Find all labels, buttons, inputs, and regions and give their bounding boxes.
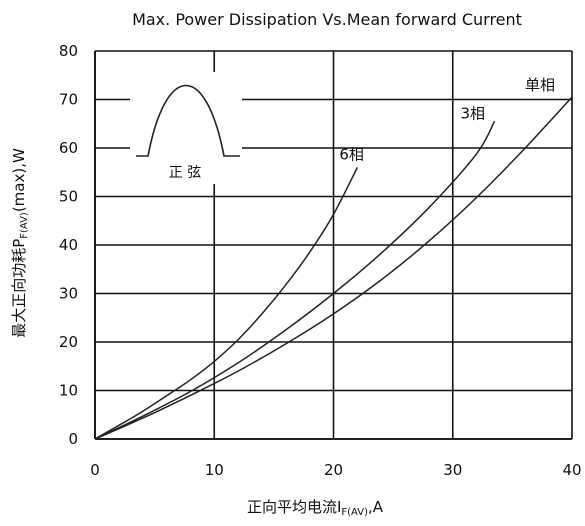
y-tick-label: 80: [59, 42, 78, 60]
series-line-3: [94, 96, 573, 440]
y-tick-label: 10: [59, 382, 78, 400]
x-tick-label: 0: [90, 461, 100, 479]
y-tick-label: 20: [59, 333, 78, 351]
waveform-inset: 正 弦: [130, 72, 242, 184]
y-axis-title-tail: (max),W: [10, 148, 28, 212]
half-sine-waveform-icon: [136, 84, 240, 157]
y-tick-label: 60: [59, 139, 78, 157]
axes: [94, 51, 572, 440]
curves: [94, 96, 573, 440]
y-axis-title-subscript: F(AV): [19, 212, 30, 239]
y-axis-title-main: 最大正向功耗P: [10, 239, 28, 338]
x-axis-title-tail: ,A: [368, 498, 384, 516]
series-line-1: [94, 167, 359, 440]
inset-waveform-label: 正 弦: [169, 165, 201, 181]
y-axis-title: 最大正向功耗PF(AV)(max),W: [10, 148, 30, 338]
series-label-1: 6相: [339, 145, 364, 163]
x-tick-label: 10: [205, 461, 224, 479]
series-labels: 6相 3相 单相: [339, 76, 555, 163]
inset-background: [130, 72, 242, 184]
series-label-3: 单相: [525, 76, 555, 94]
x-axis-title-subscript: F(AV): [341, 507, 368, 518]
x-tick-label: 20: [324, 461, 343, 479]
x-tick-label: 40: [562, 461, 581, 479]
y-tick-label: 70: [59, 91, 78, 109]
x-axis-title: 正向平均电流IF(AV),A: [247, 498, 384, 518]
y-tick-label: 50: [59, 188, 78, 206]
x-tick-label: 30: [443, 461, 462, 479]
chart-title: Max. Power Dissipation Vs.Mean forward C…: [132, 10, 522, 29]
series-label-2: 3相: [460, 104, 485, 122]
series-line-2: [94, 120, 496, 440]
tick-labels: 0 10 20 30 40 50 60 70 80 0 10 20 30 40: [59, 42, 582, 479]
x-axis-title-main: 正向平均电流I: [247, 498, 341, 516]
y-tick-label: 30: [59, 285, 78, 303]
y-tick-label: 0: [68, 430, 78, 448]
y-tick-label: 40: [59, 236, 78, 254]
